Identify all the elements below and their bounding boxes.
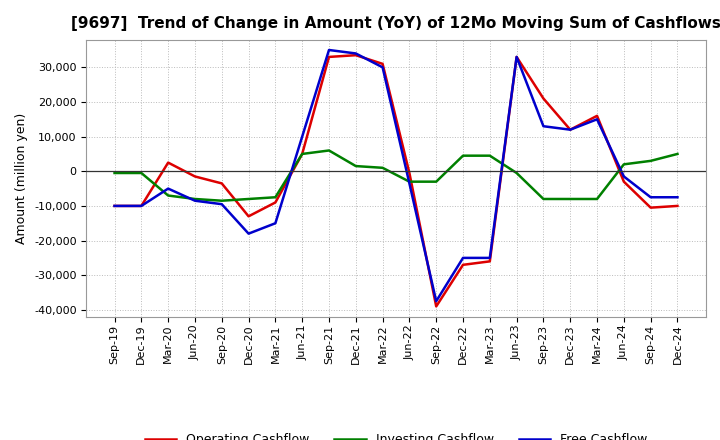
Investing Cashflow — [244, 196, 253, 202]
Free Cashflow — [298, 134, 307, 139]
Investing Cashflow — [325, 148, 333, 153]
Free Cashflow — [351, 51, 360, 56]
Operating Cashflow — [485, 259, 494, 264]
Operating Cashflow — [351, 52, 360, 58]
Title: [9697]  Trend of Change in Amount (YoY) of 12Mo Moving Sum of Cashflows: [9697] Trend of Change in Amount (YoY) o… — [71, 16, 720, 32]
Legend: Operating Cashflow, Investing Cashflow, Free Cashflow: Operating Cashflow, Investing Cashflow, … — [140, 429, 652, 440]
Investing Cashflow — [271, 194, 279, 200]
Operating Cashflow — [539, 96, 548, 101]
Free Cashflow — [566, 127, 575, 132]
Free Cashflow — [593, 117, 601, 122]
Operating Cashflow — [619, 179, 628, 184]
Free Cashflow — [217, 202, 226, 207]
Operating Cashflow — [217, 181, 226, 186]
Investing Cashflow — [298, 151, 307, 157]
Investing Cashflow — [432, 179, 441, 184]
Free Cashflow — [673, 194, 682, 200]
Investing Cashflow — [378, 165, 387, 170]
Investing Cashflow — [647, 158, 655, 164]
Free Cashflow — [137, 203, 145, 209]
Free Cashflow — [485, 255, 494, 260]
Investing Cashflow — [351, 163, 360, 169]
Investing Cashflow — [164, 193, 173, 198]
Operating Cashflow — [298, 151, 307, 157]
Operating Cashflow — [271, 200, 279, 205]
Free Cashflow — [164, 186, 173, 191]
Investing Cashflow — [513, 170, 521, 176]
Investing Cashflow — [593, 196, 601, 202]
Y-axis label: Amount (million yen): Amount (million yen) — [16, 113, 29, 244]
Operating Cashflow — [244, 214, 253, 219]
Investing Cashflow — [485, 153, 494, 158]
Operating Cashflow — [191, 174, 199, 179]
Operating Cashflow — [164, 160, 173, 165]
Investing Cashflow — [217, 198, 226, 203]
Free Cashflow — [378, 65, 387, 70]
Free Cashflow — [459, 255, 467, 260]
Investing Cashflow — [566, 196, 575, 202]
Free Cashflow — [405, 181, 414, 186]
Free Cashflow — [110, 203, 119, 209]
Free Cashflow — [325, 48, 333, 53]
Operating Cashflow — [566, 127, 575, 132]
Free Cashflow — [619, 174, 628, 179]
Operating Cashflow — [593, 113, 601, 118]
Free Cashflow — [191, 198, 199, 203]
Line: Investing Cashflow: Investing Cashflow — [114, 150, 678, 201]
Investing Cashflow — [539, 196, 548, 202]
Investing Cashflow — [619, 161, 628, 167]
Investing Cashflow — [459, 153, 467, 158]
Operating Cashflow — [137, 203, 145, 209]
Free Cashflow — [513, 54, 521, 59]
Free Cashflow — [271, 220, 279, 226]
Operating Cashflow — [325, 54, 333, 59]
Operating Cashflow — [405, 170, 414, 176]
Free Cashflow — [647, 194, 655, 200]
Operating Cashflow — [647, 205, 655, 210]
Operating Cashflow — [459, 262, 467, 268]
Operating Cashflow — [378, 61, 387, 66]
Line: Free Cashflow: Free Cashflow — [114, 50, 678, 301]
Operating Cashflow — [673, 203, 682, 209]
Free Cashflow — [244, 231, 253, 236]
Operating Cashflow — [513, 54, 521, 59]
Investing Cashflow — [673, 151, 682, 157]
Operating Cashflow — [432, 304, 441, 309]
Free Cashflow — [432, 299, 441, 304]
Line: Operating Cashflow: Operating Cashflow — [114, 55, 678, 306]
Investing Cashflow — [405, 179, 414, 184]
Investing Cashflow — [137, 170, 145, 176]
Investing Cashflow — [110, 170, 119, 176]
Operating Cashflow — [110, 203, 119, 209]
Investing Cashflow — [191, 196, 199, 202]
Free Cashflow — [539, 124, 548, 129]
